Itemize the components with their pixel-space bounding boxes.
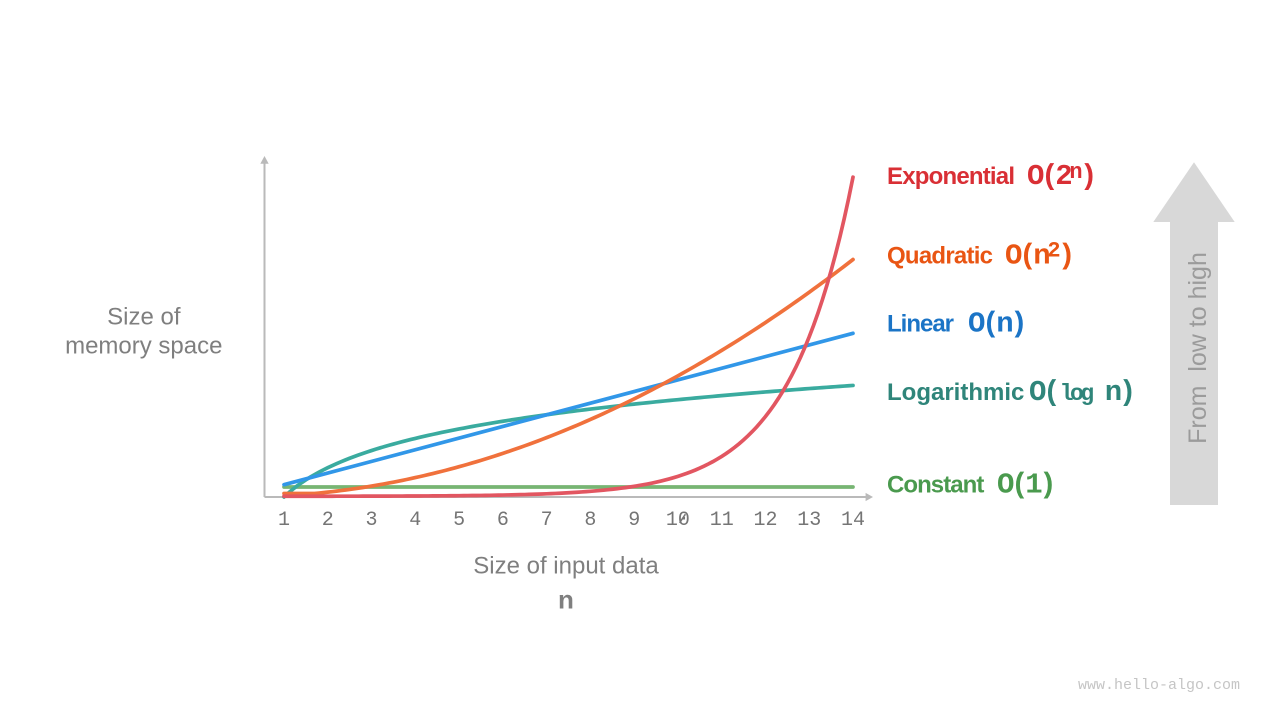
svg-text:5: 5 <box>453 509 465 532</box>
svg-text:9: 9 <box>628 509 640 532</box>
svg-text:7: 7 <box>541 509 553 532</box>
svg-text:Size of: Size of <box>107 304 181 331</box>
svg-text:From low to high: From low to high <box>1184 252 1212 444</box>
svg-text:O(n2): O(n2) <box>1005 239 1072 273</box>
svg-text:Logarithmic: Logarithmic <box>887 379 1024 406</box>
svg-text:n: n <box>558 585 574 615</box>
svg-text:2: 2 <box>322 509 334 532</box>
svg-text:Constant: Constant <box>887 472 984 499</box>
svg-text:6: 6 <box>497 509 509 532</box>
svg-text:Size of input data: Size of input data <box>473 553 659 580</box>
svg-text:O(log n): O(log n) <box>1029 376 1133 409</box>
svg-text:14: 14 <box>841 509 865 532</box>
svg-text:O(2n): O(2n) <box>1027 160 1094 193</box>
svg-text:3: 3 <box>365 509 377 532</box>
svg-text:13: 13 <box>797 509 821 532</box>
svg-text:Quadratic: Quadratic <box>887 243 993 270</box>
svg-text:12: 12 <box>753 509 777 532</box>
svg-text:Exponential: Exponential <box>887 163 1014 190</box>
svg-text:Linear: Linear <box>887 311 954 338</box>
svg-text:8: 8 <box>584 509 596 532</box>
svg-text:10: 10 <box>666 509 690 532</box>
svg-text:11: 11 <box>710 509 734 532</box>
svg-text:4: 4 <box>409 509 421 532</box>
svg-text:memory space: memory space <box>65 333 222 360</box>
svg-text:1: 1 <box>278 509 290 532</box>
svg-text:O(n): O(n) <box>968 308 1024 341</box>
svg-text:O(1): O(1) <box>997 469 1053 502</box>
svg-text:www.hello-algo.com: www.hello-algo.com <box>1078 677 1240 694</box>
